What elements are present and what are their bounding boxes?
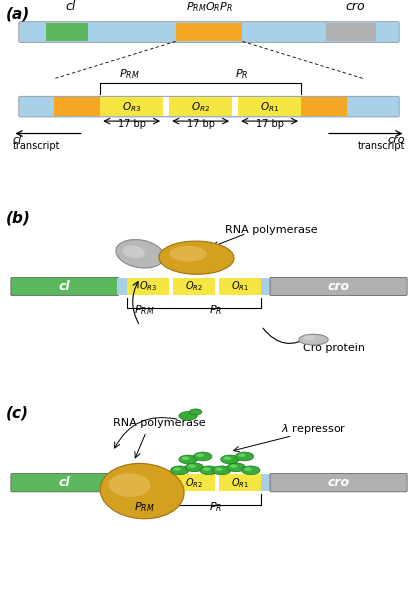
Circle shape	[221, 455, 239, 464]
Circle shape	[171, 466, 189, 475]
Circle shape	[238, 454, 246, 457]
Bar	[238, 97, 301, 116]
Text: $P_{RM}$: $P_{RM}$	[134, 500, 155, 514]
Bar	[173, 474, 215, 491]
Text: $P_{RM}$: $P_{RM}$	[119, 67, 139, 81]
Ellipse shape	[169, 246, 207, 262]
Text: $P_R$: $P_R$	[209, 303, 223, 317]
Bar	[261, 278, 272, 295]
Bar	[219, 278, 261, 295]
Bar	[169, 278, 173, 295]
Circle shape	[230, 464, 237, 468]
Circle shape	[212, 466, 231, 475]
Text: RNA polymerase: RNA polymerase	[112, 418, 205, 428]
Text: $O_{R2}$: $O_{R2}$	[186, 476, 203, 490]
Circle shape	[235, 452, 254, 461]
Bar	[261, 474, 272, 491]
Text: $P_{RM}$: $P_{RM}$	[134, 303, 155, 317]
Bar	[163, 97, 169, 116]
Text: cro: cro	[346, 1, 365, 13]
Bar	[100, 97, 163, 116]
Text: Cro protein: Cro protein	[303, 343, 365, 353]
Text: $O_{R3}$: $O_{R3}$	[139, 476, 158, 490]
Ellipse shape	[299, 334, 328, 345]
Bar	[127, 474, 169, 491]
Text: $P_R$: $P_R$	[235, 67, 248, 81]
Text: $P_R$: $P_R$	[209, 500, 223, 514]
Bar	[219, 474, 261, 491]
Text: cro: cro	[328, 280, 349, 293]
Circle shape	[203, 467, 210, 471]
Circle shape	[200, 466, 218, 475]
Circle shape	[242, 466, 260, 475]
FancyBboxPatch shape	[19, 96, 399, 117]
Text: $O_{R3}$: $O_{R3}$	[139, 280, 158, 293]
Bar	[117, 474, 127, 491]
Bar	[232, 97, 238, 116]
Text: 17 bp: 17 bp	[187, 119, 214, 130]
Text: transcript: transcript	[358, 141, 405, 151]
Text: $P_{RM}$$O_R$$P_R$: $P_{RM}$$O_R$$P_R$	[186, 1, 232, 14]
Text: cro: cro	[328, 476, 349, 489]
FancyBboxPatch shape	[11, 277, 119, 296]
Text: $\lambda$ repressor: $\lambda$ repressor	[281, 422, 346, 436]
Circle shape	[185, 463, 204, 472]
FancyBboxPatch shape	[19, 22, 399, 43]
Circle shape	[188, 464, 196, 468]
Text: $O_{R1}$: $O_{R1}$	[231, 476, 250, 490]
Text: RNA polymerase: RNA polymerase	[225, 226, 318, 235]
FancyBboxPatch shape	[270, 473, 407, 492]
Text: $O_{R2}$: $O_{R2}$	[186, 280, 203, 293]
Circle shape	[224, 457, 231, 460]
Circle shape	[196, 454, 204, 457]
Circle shape	[194, 452, 212, 461]
Circle shape	[173, 467, 181, 471]
Bar	[117, 278, 127, 295]
Text: $O_{R1}$: $O_{R1}$	[260, 100, 279, 113]
Bar	[176, 23, 242, 41]
Circle shape	[227, 463, 245, 472]
Bar	[301, 97, 347, 116]
Text: cl: cl	[59, 280, 71, 293]
Circle shape	[189, 409, 202, 415]
Ellipse shape	[109, 473, 150, 497]
Text: $O_{R1}$: $O_{R1}$	[231, 280, 250, 293]
Ellipse shape	[123, 245, 145, 259]
Text: $O_{R2}$: $O_{R2}$	[191, 100, 210, 113]
Bar	[326, 23, 376, 41]
Bar	[215, 278, 219, 295]
Circle shape	[179, 455, 197, 464]
Ellipse shape	[303, 335, 316, 340]
Bar	[215, 474, 219, 491]
Text: cl: cl	[59, 476, 71, 489]
Text: cro: cro	[388, 135, 405, 145]
Bar	[169, 97, 232, 116]
FancyBboxPatch shape	[11, 473, 119, 492]
Circle shape	[215, 467, 223, 471]
Text: cl: cl	[66, 1, 76, 13]
Circle shape	[182, 457, 189, 460]
FancyBboxPatch shape	[270, 277, 407, 296]
Ellipse shape	[100, 463, 184, 519]
Text: (c): (c)	[6, 406, 29, 421]
Bar	[169, 474, 173, 491]
Circle shape	[245, 467, 252, 471]
Bar	[54, 97, 100, 116]
Text: cl: cl	[13, 135, 22, 145]
Bar	[173, 278, 215, 295]
Text: 17 bp: 17 bp	[118, 119, 145, 130]
Ellipse shape	[159, 241, 234, 274]
Text: (a): (a)	[6, 6, 31, 21]
Circle shape	[179, 412, 197, 420]
Bar	[46, 23, 88, 41]
Text: (b): (b)	[6, 211, 31, 226]
Text: 17 bp: 17 bp	[256, 119, 283, 130]
Bar	[127, 278, 169, 295]
Text: transcript: transcript	[13, 141, 60, 151]
Ellipse shape	[116, 239, 164, 268]
Text: $O_{R3}$: $O_{R3}$	[122, 100, 141, 113]
